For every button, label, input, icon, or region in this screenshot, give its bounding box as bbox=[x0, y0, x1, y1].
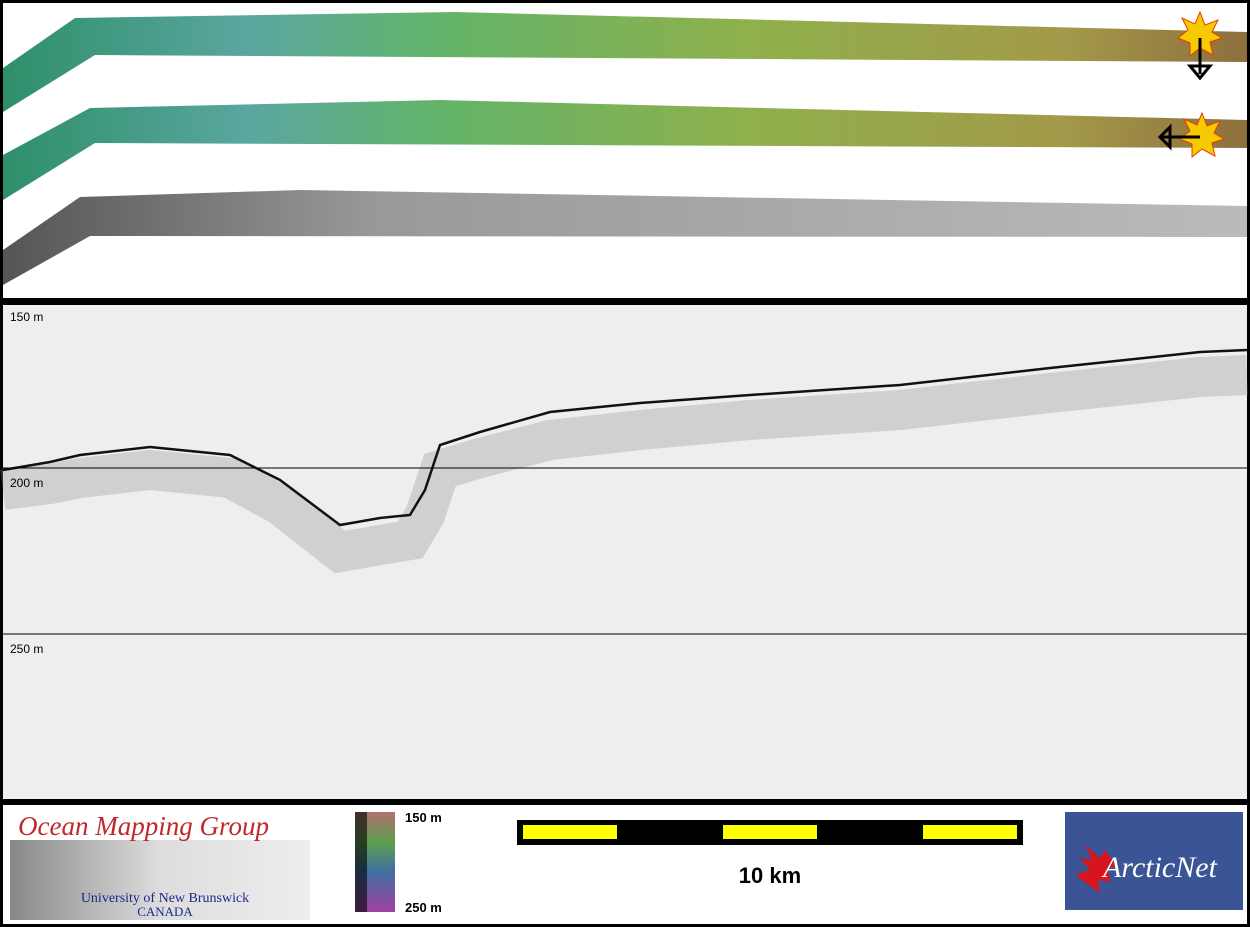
seabed-profile bbox=[2, 348, 1248, 527]
scale-label: 10 km bbox=[739, 863, 801, 888]
bathymetry-strip bbox=[3, 100, 1247, 200]
omg-university: University of New Brunswick bbox=[81, 891, 249, 906]
depth-label: 150 m bbox=[10, 310, 43, 324]
backscatter-strip bbox=[3, 190, 1247, 285]
sun-icon bbox=[1157, 111, 1226, 159]
omg-country: CANADA bbox=[137, 904, 193, 919]
arcticnet-title: ArcticNet bbox=[1101, 851, 1218, 884]
colorbar-label: 150 m bbox=[405, 810, 442, 825]
depth-label: 200 m bbox=[10, 476, 43, 490]
scale-segment bbox=[723, 825, 817, 839]
scale-segment bbox=[523, 825, 617, 839]
sun-icon bbox=[1177, 10, 1224, 81]
omg-logo-image bbox=[10, 840, 310, 920]
colorbar-label: 250 m bbox=[405, 900, 442, 915]
scale-segment bbox=[923, 825, 1017, 839]
bathymetry-strip bbox=[3, 12, 1247, 112]
omg-title: Ocean Mapping Group bbox=[18, 811, 269, 841]
profile-panel bbox=[3, 305, 1247, 799]
depth-label: 250 m bbox=[10, 642, 43, 656]
colorbar-shade bbox=[355, 812, 367, 912]
sub-bottom-shadow bbox=[0, 355, 1248, 574]
maple-leaf bbox=[1075, 845, 1118, 893]
